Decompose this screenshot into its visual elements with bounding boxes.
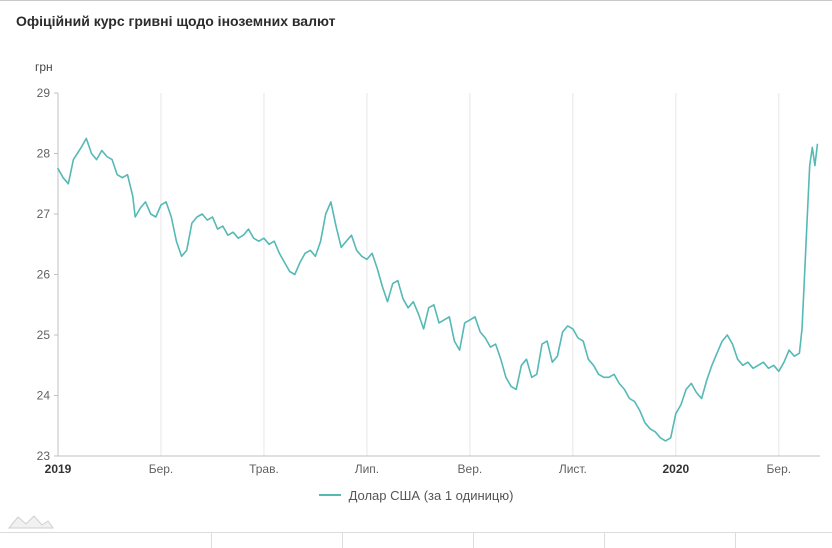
svg-text:29: 29 [37,86,51,100]
page-title: Офіційний курс гривні щодо іноземних вал… [16,13,336,29]
table-row [0,532,832,548]
chart-legend[interactable]: Долар США (за 1 одиницю) [0,480,832,510]
svg-text:Лип.: Лип. [355,462,379,476]
chart-svg[interactable]: 2019 Бер. Трав. Лип. Вер. Лист. 2020 Бер. 23 24 25… [0,40,832,480]
svg-text:23: 23 [37,449,51,463]
table-cell [212,533,343,548]
mini-chart-icon[interactable] [8,513,54,529]
svg-text:24: 24 [37,389,51,403]
table-cell [605,533,736,548]
svg-text:25: 25 [37,328,51,342]
svg-text:27: 27 [37,207,51,221]
svg-text:2019: 2019 [45,462,72,476]
usd-uah-rate-chart: 2019 Бер. Трав. Лип. Вер. Лист. 2020 Бер. 23 24 25… [0,40,832,480]
table-cell [736,533,832,548]
svg-text:Лист.: Лист. [559,462,587,476]
svg-text:грн: грн [35,60,53,74]
svg-text:Трав.: Трав. [249,462,279,476]
thumbnail-row [0,510,832,532]
legend-line-marker [318,494,341,496]
table-cell [474,533,605,548]
table-cell [343,533,474,548]
svg-text:Бер.: Бер. [149,462,174,476]
below-fold-strip [0,510,832,548]
svg-text:26: 26 [37,268,51,282]
table-cell [0,533,212,548]
legend-label: Долар США (за 1 одиницю) [348,487,514,503]
svg-text:Бер.: Бер. [767,462,792,476]
svg-text:2020: 2020 [662,462,689,476]
svg-text:28: 28 [37,147,51,161]
svg-text:Вер.: Вер. [458,462,483,476]
header: Офіційний курс гривні щодо іноземних вал… [0,1,832,40]
